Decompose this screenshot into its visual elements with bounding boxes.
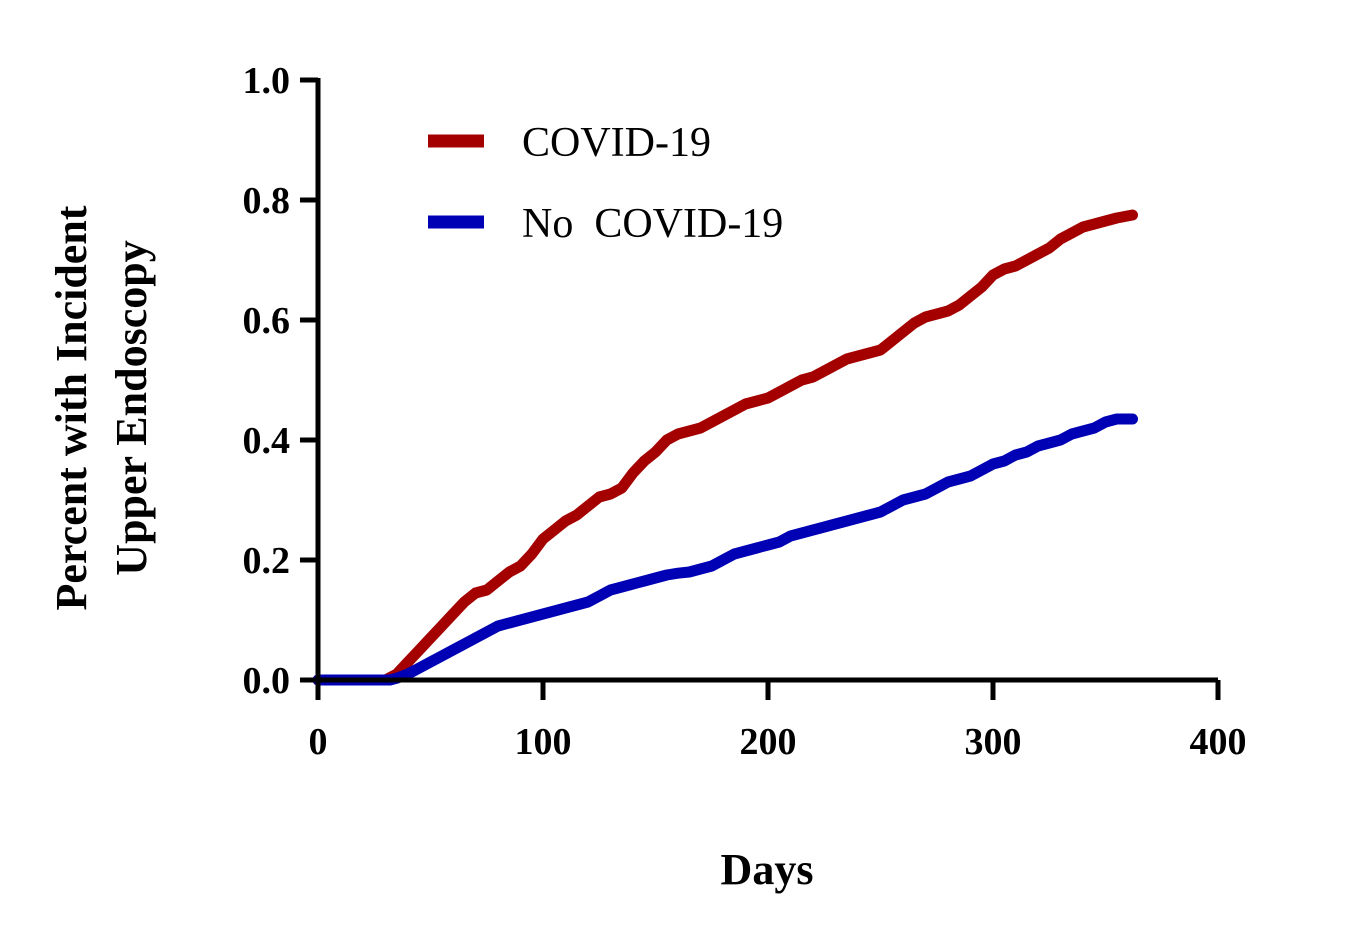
y-tick-label: 0.0 bbox=[243, 660, 291, 702]
x-axis-title: Days bbox=[721, 845, 814, 894]
series-line-no-covid-19 bbox=[312, 413, 1138, 686]
y-axis-title-line-2: Upper Endoscopy bbox=[107, 240, 156, 575]
legend: COVID-19 No COVID-19 bbox=[428, 120, 783, 247]
y-tick-label: 0.4 bbox=[243, 420, 291, 462]
y-tick-label: 0.8 bbox=[243, 180, 291, 222]
ticks-layer: 0.0 0.2 0.4 0.6 0.8 1.0 0 100 200 300 400 bbox=[243, 60, 1247, 763]
legend-label-covid-19: COVID-19 bbox=[522, 120, 711, 166]
x-tick-label: 100 bbox=[515, 721, 572, 763]
y-axis-title-line-1: Percent with Incident bbox=[47, 205, 96, 610]
series-layer bbox=[312, 209, 1138, 686]
y-tick-label: 0.2 bbox=[243, 540, 291, 582]
legend-label-no-covid-19: No COVID-19 bbox=[522, 201, 783, 247]
x-tick-label: 0 bbox=[309, 721, 328, 763]
axis-layer bbox=[315, 78, 1218, 683]
y-tick-label: 0.6 bbox=[243, 300, 291, 342]
x-tick-label: 300 bbox=[965, 721, 1022, 763]
series-line-covid-19 bbox=[312, 209, 1138, 686]
x-tick-label: 200 bbox=[740, 721, 797, 763]
x-tick-label: 400 bbox=[1190, 721, 1247, 763]
y-tick-label: 1.0 bbox=[243, 60, 291, 102]
